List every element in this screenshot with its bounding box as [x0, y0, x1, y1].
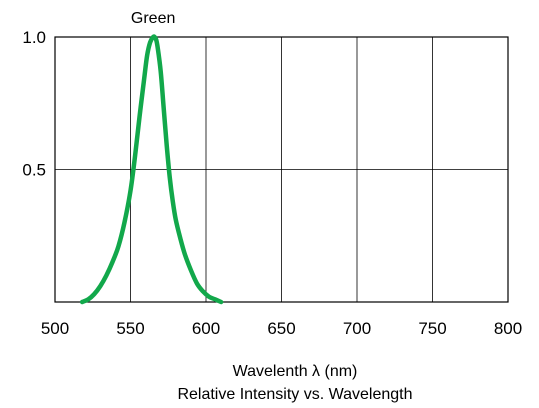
- x-tick-label-550: 550: [116, 319, 144, 338]
- chart-title: Relative Intensity vs. Wavelength: [177, 386, 412, 403]
- x-tick-label-500: 500: [41, 319, 69, 338]
- x-tick-label-700: 700: [343, 319, 371, 338]
- y-tick-label-0.5: 0.5: [22, 161, 46, 180]
- series-label-green: Green: [131, 10, 175, 27]
- x-tick-labels: 500 550 600 650 700 750 800: [41, 319, 522, 338]
- x-axis-label: Wavelenth λ (nm): [233, 363, 358, 380]
- x-tick-label-750: 750: [418, 319, 446, 338]
- x-tick-label-600: 600: [192, 319, 220, 338]
- x-tick-label-800: 800: [494, 319, 522, 338]
- series-layer: [79, 34, 224, 305]
- series-line-green: [79, 34, 224, 305]
- x-tick-label-650: 650: [267, 319, 295, 338]
- grid: [55, 37, 508, 302]
- y-tick-label-1.0: 1.0: [22, 28, 46, 47]
- plot-frame: [54, 36, 509, 303]
- y-tick-labels: 0.5 1.0: [22, 28, 46, 180]
